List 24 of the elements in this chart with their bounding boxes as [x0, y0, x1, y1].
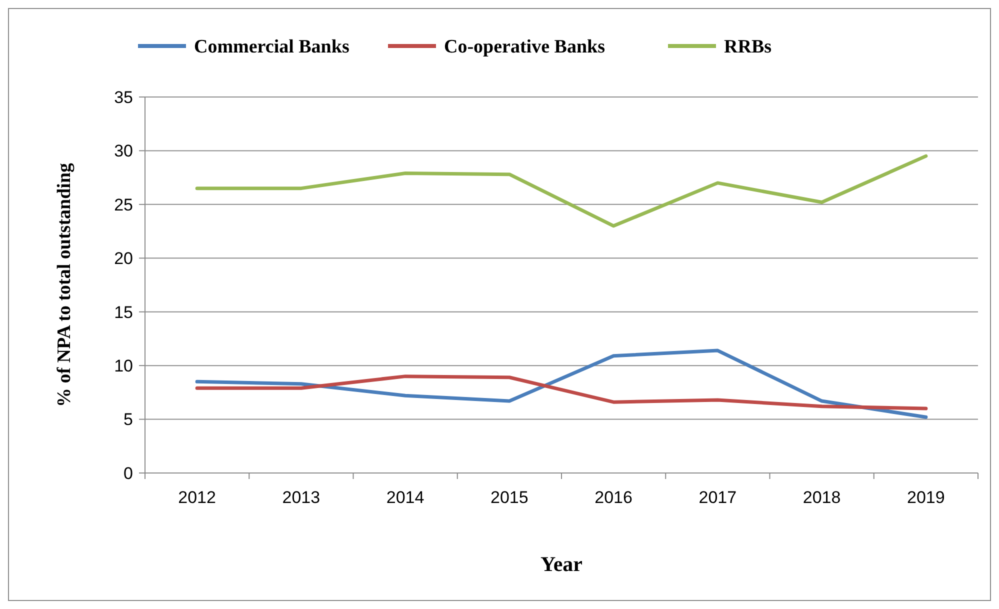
y-tick-label: 25 [114, 195, 133, 214]
legend-label: Commercial Banks [194, 36, 350, 58]
x-tick-label: 2013 [282, 488, 320, 507]
line-series [195, 154, 928, 228]
y-tick-label: 5 [124, 410, 133, 430]
y-tick-label: 30 [114, 142, 133, 161]
y-tick-label: 0 [124, 464, 133, 483]
legend-label: Co-operative Banks [444, 36, 605, 58]
y-axis-title: % of NPA to total outstanding [54, 162, 75, 408]
x-axis-title: Year [540, 552, 582, 576]
y-tick-label: 10 [114, 356, 133, 376]
y-tick-label: 35 [114, 88, 133, 107]
x-tick-label: 2019 [907, 488, 945, 507]
x-tick-label: 2018 [802, 488, 841, 507]
line-series [195, 374, 928, 410]
x-tick-label: 2016 [594, 488, 632, 507]
x-tick-label: 2015 [490, 488, 528, 507]
y-tick-label: 20 [114, 249, 133, 268]
y-tick-label: 15 [114, 302, 133, 322]
x-tick-label: 2014 [386, 488, 424, 507]
legend-label: RRBs [724, 36, 772, 58]
line-series [195, 348, 928, 419]
x-tick-label: 2017 [698, 488, 737, 507]
x-tick-label: 2012 [178, 488, 216, 507]
